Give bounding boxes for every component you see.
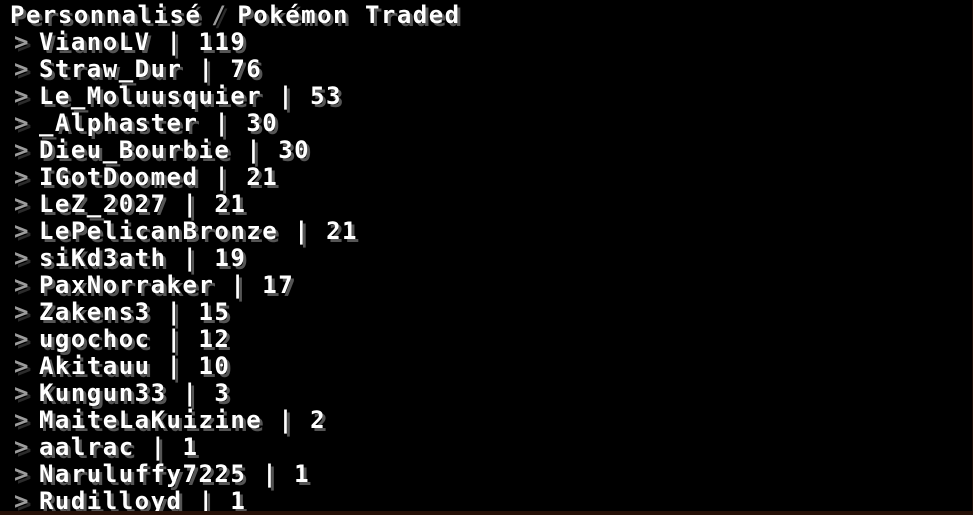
score-separator: |	[262, 406, 311, 434]
score-separator: |	[134, 433, 183, 461]
score-separator: |	[150, 325, 199, 353]
player-score: 76	[230, 55, 263, 83]
player-name: PaxNorraker	[38, 271, 215, 299]
chevron-right-icon: >	[14, 352, 30, 380]
chevron-right-icon: >	[14, 109, 30, 137]
scoreboard-row: > ugochoc | 12	[14, 326, 973, 353]
score-separator: |	[166, 190, 215, 218]
score-separator: |	[182, 487, 231, 515]
scoreboard-row: > Le_Moluusquier | 53	[14, 83, 973, 110]
score-separator: |	[230, 136, 279, 164]
scoreboard-title: Personnalisé / Pokémon Traded	[10, 2, 973, 29]
scoreboard-row: > aalrac | 1	[14, 434, 973, 461]
chevron-right-icon: >	[14, 379, 30, 407]
score-separator: |	[166, 244, 215, 272]
player-score: 21	[326, 217, 358, 245]
scoreboard-row: > LeZ_2027 | 21	[14, 191, 973, 218]
chevron-right-icon: >	[14, 325, 30, 353]
player-score: 21	[246, 163, 279, 191]
player-score: 53	[310, 82, 343, 110]
score-separator: |	[166, 379, 215, 407]
chevron-right-icon: >	[14, 244, 30, 272]
score-separator: |	[198, 109, 247, 137]
player-name: LePelicanBronze	[38, 217, 279, 245]
scoreboard-row: > MaiteLaKuizine | 2	[14, 407, 973, 434]
player-score: 19	[214, 244, 247, 272]
chevron-right-icon: >	[14, 28, 30, 56]
scoreboard-title-left: Personnalisé	[10, 1, 202, 29]
player-score: 119	[198, 28, 247, 56]
score-separator: |	[246, 460, 295, 488]
player-score: 1	[294, 460, 311, 488]
score-separator: |	[214, 271, 263, 299]
score-separator: |	[198, 163, 247, 191]
title-separator-slash: /	[211, 1, 228, 29]
scoreboard-row: > Zakens3 | 15	[14, 299, 973, 326]
chevron-right-icon: >	[14, 82, 30, 110]
player-name: _Alphaster	[38, 109, 199, 137]
player-name: VianoLV	[38, 28, 151, 56]
scoreboard-row: > PaxNorraker | 17	[14, 272, 973, 299]
chevron-right-icon: >	[14, 298, 30, 326]
scoreboard-title-right: Pokémon Traded	[237, 1, 461, 29]
chevron-right-icon: >	[14, 163, 30, 191]
player-name: Kungun33	[38, 379, 167, 407]
player-score: 1	[230, 487, 247, 515]
player-name: Straw_Dur	[38, 55, 183, 83]
player-name: Le_Moluusquier	[38, 82, 263, 110]
score-separator: |	[278, 217, 327, 245]
score-separator: |	[150, 28, 199, 56]
player-name: MaiteLaKuizine	[38, 406, 263, 434]
scoreboard-row: > siKd3ath | 19	[14, 245, 973, 272]
scoreboard-row: > Kungun33 | 3	[14, 380, 973, 407]
player-name: Zakens3	[38, 298, 151, 326]
chevron-right-icon: >	[14, 217, 30, 245]
player-name: Naruluffy7225	[38, 460, 247, 488]
score-separator: |	[182, 55, 231, 83]
chevron-right-icon: >	[14, 190, 30, 218]
player-score: 2	[310, 406, 327, 434]
scoreboard-row: > Rudilloyd | 1	[14, 488, 973, 515]
chevron-right-icon: >	[14, 433, 30, 461]
score-separator: |	[150, 298, 199, 326]
scoreboard-row: > Akitauu | 10	[14, 353, 973, 380]
player-score: 12	[198, 325, 231, 353]
bottom-bar	[0, 511, 973, 515]
chevron-right-icon: >	[14, 271, 30, 299]
player-name: Akitauu	[38, 352, 151, 380]
player-score: 30	[246, 109, 279, 137]
chevron-right-icon: >	[14, 487, 30, 515]
player-score: 1	[182, 433, 199, 461]
player-score: 21	[214, 190, 247, 218]
scoreboard-row: > IGotDoomed | 21	[14, 164, 973, 191]
scoreboard-row: > _Alphaster | 30	[14, 110, 973, 137]
player-name: Rudilloyd	[38, 487, 183, 515]
chevron-right-icon: >	[14, 460, 30, 488]
player-score: 17	[262, 271, 295, 299]
player-score: 15	[198, 298, 231, 326]
scoreboard-row: > Naruluffy7225 | 1	[14, 461, 973, 488]
player-name: siKd3ath	[38, 244, 167, 272]
player-name: IGotDoomed	[38, 163, 199, 191]
player-name: aalrac	[38, 433, 135, 461]
scoreboard-row: > VianoLV | 119	[14, 29, 973, 56]
player-score: 10	[198, 352, 231, 380]
chevron-right-icon: >	[14, 136, 30, 164]
score-separator: |	[150, 352, 199, 380]
chevron-right-icon: >	[14, 406, 30, 434]
chevron-right-icon: >	[14, 55, 30, 83]
scoreboard-row: > Straw_Dur | 76	[14, 56, 973, 83]
player-name: ugochoc	[38, 325, 151, 353]
scoreboard-row: > LePelicanBronze | 21	[14, 218, 973, 245]
player-name: LeZ_2027	[38, 190, 167, 218]
scoreboard-row: > Dieu_Bourbie | 30	[14, 137, 973, 164]
scoreboard-rows: > VianoLV | 119 > Straw_Dur | 76 > Le_Moluusq…	[10, 29, 973, 515]
player-score: 3	[214, 379, 231, 407]
player-score: 30	[278, 136, 311, 164]
score-separator: |	[262, 82, 311, 110]
player-name: Dieu_Bourbie	[38, 136, 231, 164]
